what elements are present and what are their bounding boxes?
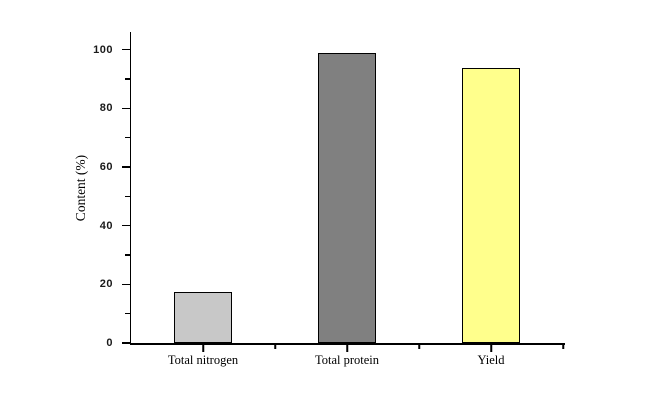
- y-tick-label: 0: [106, 337, 113, 349]
- y-major-tick: [122, 342, 130, 344]
- x-major-tick: [346, 344, 348, 352]
- bar-total-nitrogen: [174, 291, 232, 343]
- x-major-tick: [490, 344, 492, 352]
- x-major-tick: [202, 344, 204, 352]
- y-tick-label: 100: [93, 43, 113, 56]
- plot-area: 0 20 40 60 80 100 Total nitrogen Total protein…: [93, 32, 565, 367]
- y-tick-label: 20: [99, 278, 113, 291]
- y-minor-tick: [125, 195, 130, 198]
- y-major-tick: [122, 283, 130, 286]
- y-major-tick: [122, 224, 130, 227]
- x-axis-line: [129, 343, 565, 345]
- x-category-label: Total protein: [314, 353, 380, 367]
- x-category-label: Yield: [477, 353, 505, 367]
- y-minor-tick: [125, 254, 130, 256]
- bar-total-protein: [318, 52, 376, 343]
- y-minor-tick: [125, 78, 130, 80]
- y-tick-label: 40: [99, 219, 113, 232]
- y-minor-tick: [125, 312, 130, 315]
- x-minor-tick: [562, 344, 564, 349]
- y-major-tick: [122, 166, 130, 168]
- y-major-tick: [122, 48, 130, 51]
- y-axis-line: [129, 32, 131, 345]
- x-minor-tick: [418, 344, 420, 349]
- y-major-tick: [122, 107, 130, 110]
- y-axis-title: Content (%): [73, 154, 88, 222]
- bar-yield: [462, 68, 520, 343]
- x-minor-tick: [274, 344, 276, 349]
- y-tick-label: 80: [99, 102, 113, 115]
- y-tick-label: 60: [99, 160, 113, 173]
- y-minor-tick: [125, 136, 130, 139]
- x-category-label: Total nitrogen: [167, 353, 239, 367]
